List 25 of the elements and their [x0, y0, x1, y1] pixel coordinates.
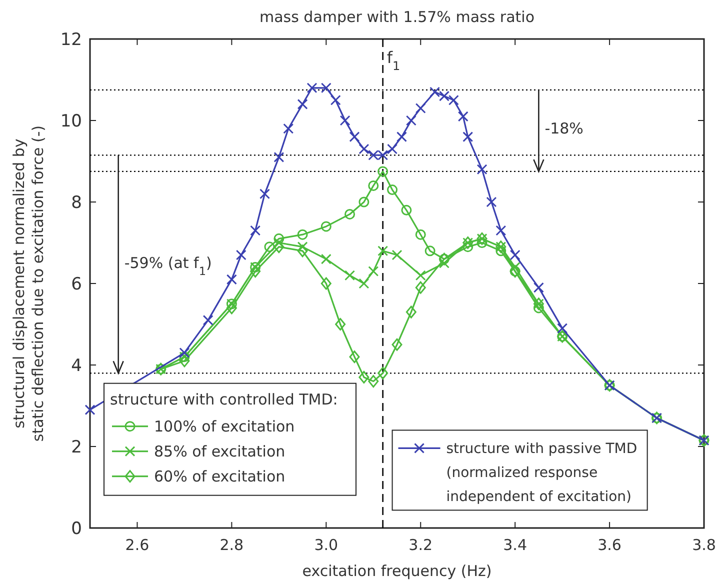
- x-tick-label: 3.8: [692, 536, 716, 554]
- x-axis-title: excitation frequency (Hz): [302, 562, 492, 580]
- x-tick-label: 3.4: [503, 536, 528, 554]
- legend-label: 60% of excitation: [154, 467, 286, 486]
- y-axis-title: structural displacement normalized by static deflection due to excitation force (-): [10, 125, 47, 442]
- y-tick-label: 6: [71, 274, 82, 294]
- legend-title: structure with controlled TMD:: [110, 390, 338, 408]
- y-tick-label: 12: [60, 30, 82, 50]
- y-tick-label: 0: [71, 519, 82, 539]
- y-tick-label: 10: [60, 112, 82, 132]
- legend-label: structure with passive TMD (normalized response independent of excitation): [446, 441, 638, 506]
- y-tick-label: 8: [71, 193, 82, 213]
- legend-label: 85% of excitation: [154, 442, 286, 460]
- x-tick-label: 3.0: [314, 536, 338, 554]
- annotation: -59% (at f$_{1}$): [124, 254, 212, 278]
- x-tick-label: 2.6: [125, 536, 150, 554]
- x-tick-label: 3.2: [408, 536, 433, 554]
- x-tick-label: 3.6: [598, 536, 622, 554]
- legend-label: 100% of excitation: [154, 417, 295, 436]
- y-tick-label: 4: [71, 356, 82, 376]
- chart-title: mass damper with 1.57% mass ratio: [259, 8, 535, 26]
- ref-line-label: f$_{1}$: [386, 48, 400, 73]
- x-tick-label: 2.8: [220, 536, 244, 554]
- annotation: -18%: [544, 120, 584, 138]
- y-tick-label: 2: [71, 438, 82, 458]
